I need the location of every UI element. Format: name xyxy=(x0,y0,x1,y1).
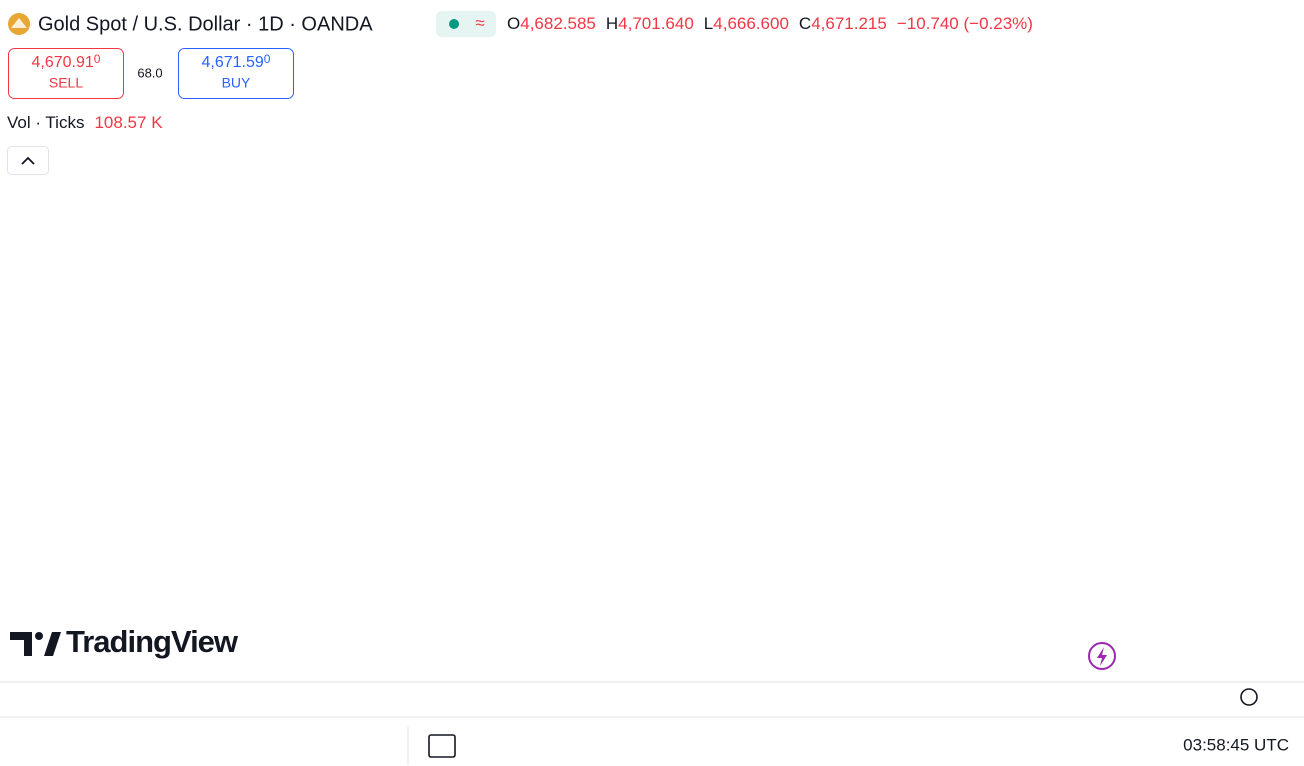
l-value: 4,666.600 xyxy=(713,14,789,33)
symbol-icon-glyph xyxy=(11,18,27,28)
svg-text:TradingView: TradingView xyxy=(66,624,239,659)
o-key: O xyxy=(507,14,520,33)
buy-label: BUY xyxy=(222,75,251,91)
alert-glyph xyxy=(1097,647,1107,666)
sell-button[interactable] xyxy=(8,48,124,99)
market-status[interactable] xyxy=(436,11,496,37)
sell-price-main: 4,670.91 xyxy=(32,54,94,71)
l-key: L xyxy=(704,14,713,33)
buy-button[interactable] xyxy=(178,48,294,99)
collapse-button[interactable] xyxy=(7,146,49,175)
buy-price: 4,671.590 xyxy=(202,52,271,71)
sell-price: 4,670.910 xyxy=(32,52,101,71)
volume-legend: Vol · Ticks 108.57 K xyxy=(7,113,163,132)
collapse-icon xyxy=(21,156,35,165)
settings-icon[interactable] xyxy=(1240,688,1258,706)
change: −10.740 (−0.23%) xyxy=(897,14,1033,33)
ohlc-legend: O4,682.585 H4,701.640 L4,666.600 C4,671.215… xyxy=(507,14,1033,33)
h-value: 4,701.640 xyxy=(618,14,694,33)
status-icon: ≈ xyxy=(475,13,484,32)
sell-label: SELL xyxy=(49,75,83,91)
status-dot xyxy=(449,19,459,29)
volume-name: Vol · Ticks xyxy=(7,113,84,132)
date-range-icon[interactable] xyxy=(428,734,456,758)
sell-price-small: 0 xyxy=(94,52,101,66)
h-key: H xyxy=(606,14,618,33)
tradingview-logo: TradingView xyxy=(10,624,240,659)
buy-price-small: 0 xyxy=(264,52,271,66)
clock: 03:58:45 UTC xyxy=(1183,735,1289,754)
volume-value: 108.57 K xyxy=(94,113,163,132)
buy-price-main: 4,671.59 xyxy=(202,54,264,71)
symbol-title: Gold Spot / U.S. Dollar · 1D · OANDA xyxy=(38,13,373,35)
spread: 68.0 xyxy=(137,65,162,80)
c-value: 4,671.215 xyxy=(811,14,887,33)
c-key: C xyxy=(799,14,811,33)
o-value: 4,682.585 xyxy=(520,14,596,33)
